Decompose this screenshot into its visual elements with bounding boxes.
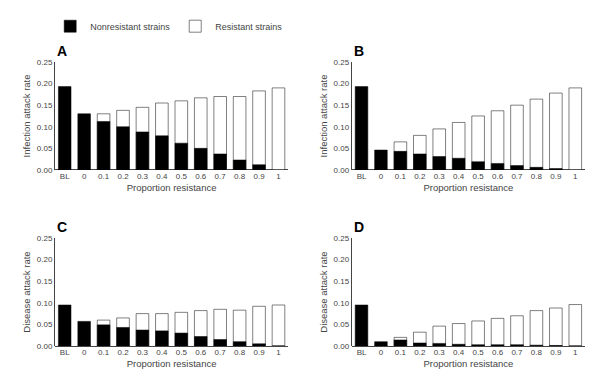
svg-text:0.1: 0.1 [98,348,110,357]
svg-text:0.20: 0.20 [37,79,53,88]
svg-text:BL: BL [357,348,367,357]
svg-text:Proportion resistance: Proportion resistance [127,182,217,193]
svg-text:0.9: 0.9 [253,348,265,357]
svg-text:Infection attack rate: Infection attack rate [318,74,329,157]
svg-text:0.15: 0.15 [334,277,350,286]
svg-text:0.20: 0.20 [334,255,350,264]
svg-text:0.2: 0.2 [414,348,426,357]
svg-text:B: B [354,43,364,59]
svg-text:Infection attack rate: Infection attack rate [21,74,32,157]
svg-text:Disease attack rate: Disease attack rate [318,251,329,332]
svg-text:0.9: 0.9 [550,172,562,181]
svg-text:0.25: 0.25 [37,234,53,243]
svg-text:0.2: 0.2 [414,172,426,181]
svg-text:0.9: 0.9 [550,348,562,357]
svg-text:0: 0 [82,348,87,357]
svg-text:0.6: 0.6 [195,348,207,357]
svg-text:0.00: 0.00 [37,342,53,351]
svg-text:0.1: 0.1 [395,348,407,357]
svg-text:0.00: 0.00 [334,342,350,351]
svg-text:0.4: 0.4 [156,348,168,357]
svg-text:0.8: 0.8 [234,348,246,357]
svg-text:0.00: 0.00 [334,166,350,175]
svg-text:0.4: 0.4 [453,348,465,357]
svg-text:0.8: 0.8 [531,348,543,357]
svg-text:0.7: 0.7 [215,348,227,357]
svg-text:Proportion resistance: Proportion resistance [127,358,217,369]
svg-text:0.20: 0.20 [37,255,53,264]
svg-text:0.5: 0.5 [176,348,188,357]
svg-text:Proportion resistance: Proportion resistance [424,182,514,193]
svg-text:0.1: 0.1 [395,172,407,181]
svg-text:0: 0 [379,348,384,357]
svg-text:0.05: 0.05 [37,144,53,153]
svg-text:0.6: 0.6 [195,172,207,181]
svg-text:0.2: 0.2 [117,348,129,357]
svg-text:1: 1 [573,348,578,357]
svg-text:0.10: 0.10 [37,299,53,308]
svg-text:0.25: 0.25 [334,58,350,67]
svg-text:Nonresistant strains: Nonresistant strains [90,22,170,32]
svg-text:0: 0 [82,172,87,181]
svg-text:0.05: 0.05 [334,144,350,153]
svg-text:0.8: 0.8 [531,172,543,181]
svg-text:0.25: 0.25 [334,234,350,243]
svg-text:0.00: 0.00 [37,166,53,175]
svg-text:0.3: 0.3 [434,348,446,357]
svg-text:A: A [57,43,67,59]
svg-text:0.1: 0.1 [98,172,110,181]
svg-text:0.5: 0.5 [176,172,188,181]
svg-text:C: C [57,219,67,235]
svg-text:0.4: 0.4 [156,172,168,181]
svg-text:0.10: 0.10 [37,123,53,132]
svg-text:Proportion resistance: Proportion resistance [424,358,514,369]
svg-text:1: 1 [276,348,281,357]
svg-text:0.6: 0.6 [492,172,504,181]
svg-text:0.15: 0.15 [37,101,53,110]
svg-text:0.4: 0.4 [453,172,465,181]
svg-text:0.15: 0.15 [334,101,350,110]
svg-text:0.5: 0.5 [473,172,485,181]
svg-text:0.3: 0.3 [434,172,446,181]
svg-text:0.7: 0.7 [511,348,523,357]
svg-text:1: 1 [276,172,281,181]
svg-text:0.6: 0.6 [492,348,504,357]
svg-text:0.25: 0.25 [37,58,53,67]
svg-text:Disease attack rate: Disease attack rate [21,251,32,332]
svg-text:1: 1 [573,172,578,181]
svg-text:0.9: 0.9 [253,172,265,181]
svg-text:0.05: 0.05 [334,320,350,329]
svg-text:BL: BL [60,348,70,357]
svg-text:BL: BL [357,172,367,181]
svg-text:0.10: 0.10 [334,123,350,132]
svg-text:0.5: 0.5 [473,348,485,357]
svg-text:0.15: 0.15 [37,277,53,286]
svg-text:BL: BL [60,172,70,181]
svg-text:0.10: 0.10 [334,299,350,308]
svg-text:0.7: 0.7 [215,172,227,181]
svg-text:0.3: 0.3 [137,172,149,181]
svg-text:D: D [354,219,364,235]
svg-text:0.05: 0.05 [37,320,53,329]
svg-text:0.7: 0.7 [511,172,523,181]
svg-text:0.20: 0.20 [334,79,350,88]
svg-text:Resistant strains: Resistant strains [215,22,282,32]
svg-text:0.8: 0.8 [234,172,246,181]
svg-text:0: 0 [379,172,384,181]
svg-text:0.3: 0.3 [137,348,149,357]
svg-text:0.2: 0.2 [117,172,129,181]
